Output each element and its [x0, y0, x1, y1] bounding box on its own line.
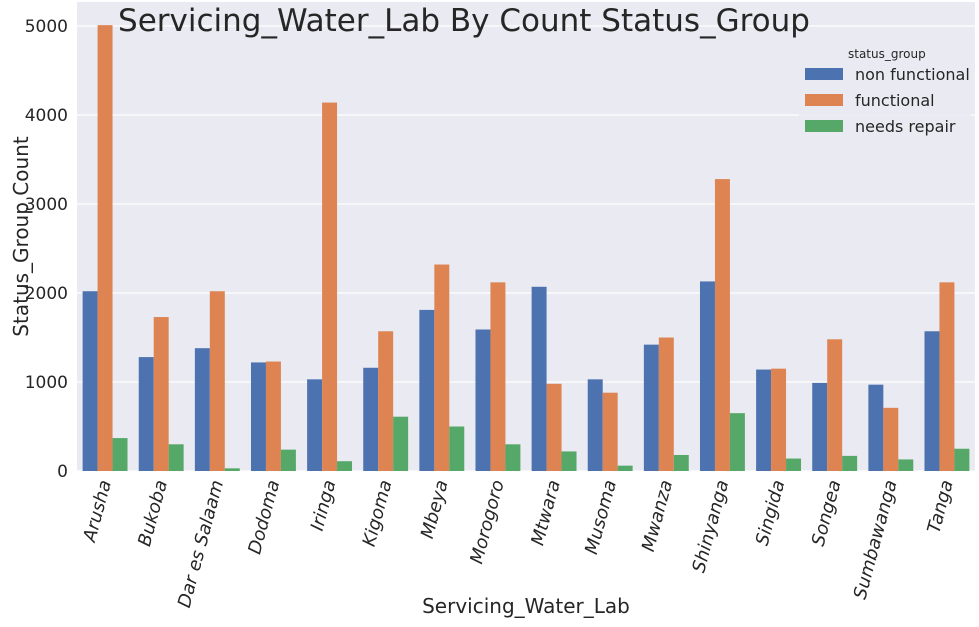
- legend-box: [799, 42, 971, 136]
- bar-non-functional: [924, 331, 940, 471]
- x-tick-label: Shinyanga: [688, 478, 733, 575]
- bar-non-functional: [531, 286, 547, 471]
- y-axis-title: Status_Group Count: [9, 136, 33, 337]
- legend-entry: non functional: [855, 65, 970, 84]
- bar-needs-repair: [786, 458, 802, 471]
- bar-needs-repair: [393, 416, 409, 471]
- bar-needs-repair: [729, 413, 745, 471]
- bar-needs-repair: [168, 444, 184, 471]
- bar-functional: [265, 361, 281, 471]
- bar-functional: [97, 25, 113, 471]
- x-tick-label: Sumbawanga: [850, 478, 902, 602]
- x-tick-label: Mtwara: [527, 478, 565, 548]
- x-tick-label: Kigoma: [359, 478, 397, 549]
- x-tick-label: Tanga: [924, 478, 958, 536]
- bar-non-functional: [587, 379, 603, 471]
- x-axis-title: Servicing_Water_Lab: [422, 594, 630, 618]
- bar-non-functional: [475, 329, 491, 471]
- bar-needs-repair: [505, 444, 521, 471]
- x-tick-label: Iringa: [307, 478, 341, 533]
- x-tick-label: Arusha: [79, 478, 116, 545]
- bar-non-functional: [756, 369, 772, 471]
- bar-non-functional: [643, 344, 659, 471]
- bar-non-functional: [138, 357, 154, 471]
- bar-non-functional: [419, 309, 435, 471]
- bar-functional: [490, 282, 506, 471]
- bar-functional: [434, 264, 450, 471]
- bar-functional: [883, 407, 899, 471]
- x-tick-label: Songea: [808, 478, 846, 549]
- bar-needs-repair: [842, 455, 858, 471]
- bar-non-functional: [699, 281, 715, 471]
- bar-non-functional: [250, 362, 266, 471]
- x-tick-label: Bukoba: [134, 478, 172, 549]
- bar-non-functional: [82, 291, 98, 471]
- x-tick-label: Dodoma: [244, 478, 284, 557]
- bar-functional: [546, 383, 562, 471]
- x-tick-label: Singida: [752, 478, 790, 548]
- legend-swatch: [805, 94, 843, 106]
- bar-functional: [827, 339, 843, 471]
- bar-non-functional: [363, 367, 379, 471]
- bar-functional: [378, 331, 394, 471]
- bar-needs-repair: [673, 454, 689, 471]
- legend-title: status_group: [848, 47, 926, 61]
- x-tick-label: Musoma: [581, 478, 621, 557]
- bar-non-functional: [194, 348, 210, 471]
- bar-functional: [322, 102, 338, 471]
- bar-non-functional: [307, 379, 323, 471]
- bar-functional: [658, 337, 674, 471]
- x-tick-label: Mwanza: [638, 478, 677, 554]
- x-tick-label: Mbeya: [417, 478, 453, 541]
- legend-entry: functional: [855, 91, 935, 110]
- bar-needs-repair: [224, 468, 240, 471]
- y-tick-label: 2000: [25, 284, 68, 304]
- bar-functional: [714, 179, 730, 471]
- bar-needs-repair: [898, 459, 914, 471]
- bar-functional: [771, 368, 787, 471]
- bar-needs-repair: [617, 465, 633, 471]
- bar-non-functional: [868, 384, 884, 471]
- y-tick-label: 1000: [25, 373, 68, 393]
- bar-needs-repair: [112, 438, 128, 471]
- bar-needs-repair: [561, 451, 577, 471]
- y-tick-label: 0: [57, 462, 68, 482]
- bar-needs-repair: [280, 449, 296, 471]
- legend-swatch: [805, 68, 843, 80]
- bar-needs-repair: [337, 461, 353, 471]
- bar-non-functional: [812, 382, 828, 471]
- y-tick-label: 3000: [25, 195, 68, 215]
- chart-title: Servicing_Water_Lab By Count Status_Grou…: [118, 3, 810, 39]
- bar-needs-repair: [954, 448, 970, 471]
- bar-functional: [209, 291, 225, 471]
- x-tick-label: Dar es Salaam: [174, 478, 228, 610]
- bar-needs-repair: [449, 426, 465, 471]
- legend-swatch: [805, 120, 843, 132]
- bar-functional: [939, 282, 955, 471]
- bar-functional: [153, 317, 169, 471]
- bar-functional: [602, 392, 618, 471]
- legend-entry: needs repair: [855, 117, 956, 136]
- x-tick-label: Morogoro: [466, 478, 508, 566]
- y-tick-label: 5000: [25, 17, 68, 37]
- y-tick-label: 4000: [25, 106, 68, 126]
